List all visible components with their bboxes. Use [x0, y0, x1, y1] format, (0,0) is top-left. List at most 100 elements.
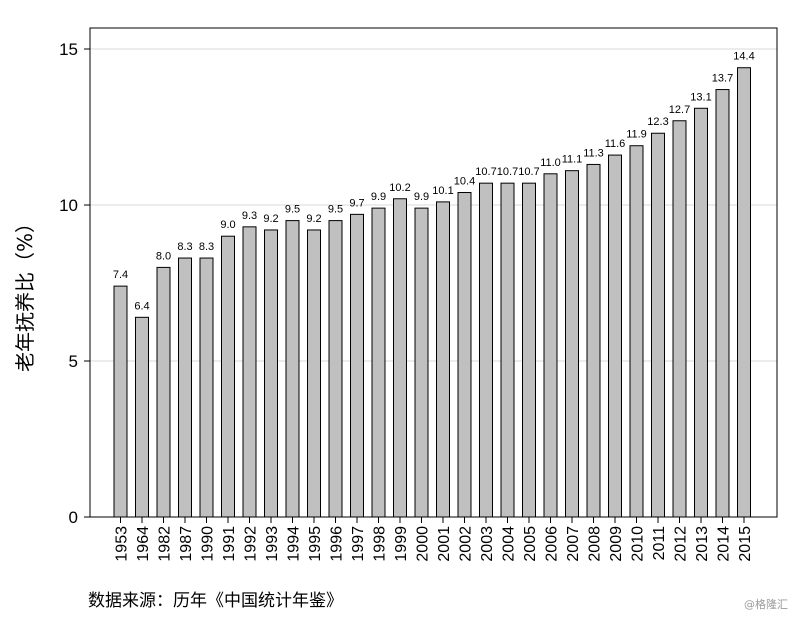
- x-tick-label: 1994: [286, 526, 303, 562]
- data-label: 9.0: [220, 219, 235, 231]
- data-label: 10.7: [518, 166, 539, 178]
- bar: [113, 285, 128, 518]
- bar: [543, 173, 558, 518]
- bar: [672, 120, 687, 518]
- data-label: 13.7: [712, 73, 733, 85]
- bar: [328, 220, 343, 518]
- data-label: 7.4: [113, 269, 128, 281]
- y-tick-label: 0: [69, 508, 78, 527]
- watermark: @格隆汇: [744, 598, 788, 611]
- x-tick-label: 1987: [178, 526, 195, 562]
- data-label: 9.2: [263, 213, 278, 225]
- bar: [500, 182, 515, 518]
- bar: [264, 229, 278, 518]
- data-label: 11.9: [626, 129, 647, 141]
- data-label: 12.3: [647, 116, 668, 128]
- bar: [715, 89, 730, 518]
- x-tick-label: 1982: [157, 526, 174, 562]
- bar: [221, 235, 235, 518]
- x-tick-label: 2007: [565, 526, 582, 562]
- bar: [737, 67, 751, 518]
- data-label: 9.9: [371, 191, 386, 203]
- data-label: 9.5: [285, 204, 300, 216]
- x-tick-label: 2004: [501, 526, 518, 562]
- x-tick-label: 2000: [415, 526, 432, 562]
- bar: [371, 207, 386, 518]
- bar: [586, 163, 601, 518]
- data-label: 11.0: [540, 157, 561, 169]
- x-tick-label: 1999: [393, 526, 410, 562]
- x-tick-label: 2001: [436, 526, 453, 562]
- data-label: 9.5: [328, 204, 343, 216]
- bar: [629, 145, 644, 518]
- bar: [522, 182, 536, 518]
- x-tick-label: 2012: [673, 526, 690, 562]
- data-labels: 7.46.48.08.3 8.39.09.3 9.29.59.29.59.79.91…: [113, 51, 755, 313]
- y-tick-label: 5: [69, 352, 78, 371]
- bar: [350, 213, 364, 518]
- data-label: 11.3: [583, 147, 604, 159]
- x-tick-label: 1964: [135, 526, 152, 562]
- x-tick-label: 2011: [651, 526, 668, 561]
- bar: [156, 266, 171, 518]
- data-label: 8.3: [199, 241, 214, 253]
- data-label: 13.1: [690, 91, 711, 103]
- data-label: 6.4: [134, 300, 149, 312]
- data-label: 10.7: [475, 166, 496, 178]
- x-tick-label: 1953: [114, 526, 131, 562]
- data-label: 10.4: [454, 176, 475, 188]
- x-tick-label: 1991: [221, 526, 238, 562]
- y-axis-title: 老年抚养比（%）: [13, 213, 37, 372]
- x-tick-label: 1995: [307, 526, 324, 562]
- bar: [393, 198, 407, 518]
- data-label: 8.0: [156, 250, 171, 262]
- x-tick-label: 1996: [329, 526, 346, 562]
- bar: [285, 220, 300, 518]
- x-tick-label: 2014: [716, 526, 733, 562]
- data-label: 12.7: [669, 104, 690, 116]
- data-label: 10.1: [432, 185, 453, 197]
- y-tick-label: 15: [59, 40, 78, 59]
- x-tick-label: 1997: [350, 526, 367, 562]
- data-label: 11.1: [562, 154, 583, 166]
- bar: [565, 170, 579, 518]
- data-label: 14.4: [733, 51, 754, 63]
- x-tick-label: 2015: [737, 526, 754, 562]
- bar: [651, 132, 665, 518]
- x-tick-label: 2005: [522, 526, 539, 562]
- bar: [608, 154, 622, 518]
- data-label: 10.7: [497, 166, 518, 178]
- data-label: 9.3: [242, 210, 257, 222]
- data-label: 9.2: [306, 213, 321, 225]
- x-tick-label: 2010: [630, 526, 647, 562]
- x-tick-label: 2013: [694, 526, 711, 562]
- bar: [135, 316, 149, 518]
- source-note: 数据来源：历年《中国统计年鉴》: [88, 591, 343, 611]
- plot-frame: [89, 27, 778, 518]
- bar: [457, 192, 472, 518]
- x-tick-label: 1998: [372, 526, 389, 562]
- x-tick-label: 2002: [458, 526, 475, 562]
- x-tick-label: 1993: [264, 526, 281, 562]
- x-tick-label: 2006: [544, 526, 561, 562]
- data-label: 9.9: [414, 191, 429, 203]
- bar: [199, 257, 214, 518]
- bar: [479, 182, 493, 518]
- x-tick-label: 1992: [243, 526, 260, 562]
- x-tick-label: 2009: [608, 526, 625, 562]
- y-tick-label: 10: [59, 196, 78, 215]
- x-tick-label: 1990: [200, 526, 217, 562]
- bar: [694, 107, 708, 518]
- x-axis: 1953 1964 1982 1987 1990 1991 1992 1993 1994 1995…: [114, 517, 754, 562]
- bar: [414, 207, 429, 518]
- x-tick-label: 2008: [587, 526, 604, 562]
- bar: [178, 257, 192, 518]
- bar: [307, 229, 321, 518]
- data-label: 10.2: [389, 182, 410, 194]
- data-label: 11.6: [605, 138, 626, 150]
- data-label: 9.7: [349, 197, 364, 209]
- bar: [242, 226, 257, 518]
- data-label: 8.3: [177, 241, 192, 253]
- bars: [113, 67, 751, 518]
